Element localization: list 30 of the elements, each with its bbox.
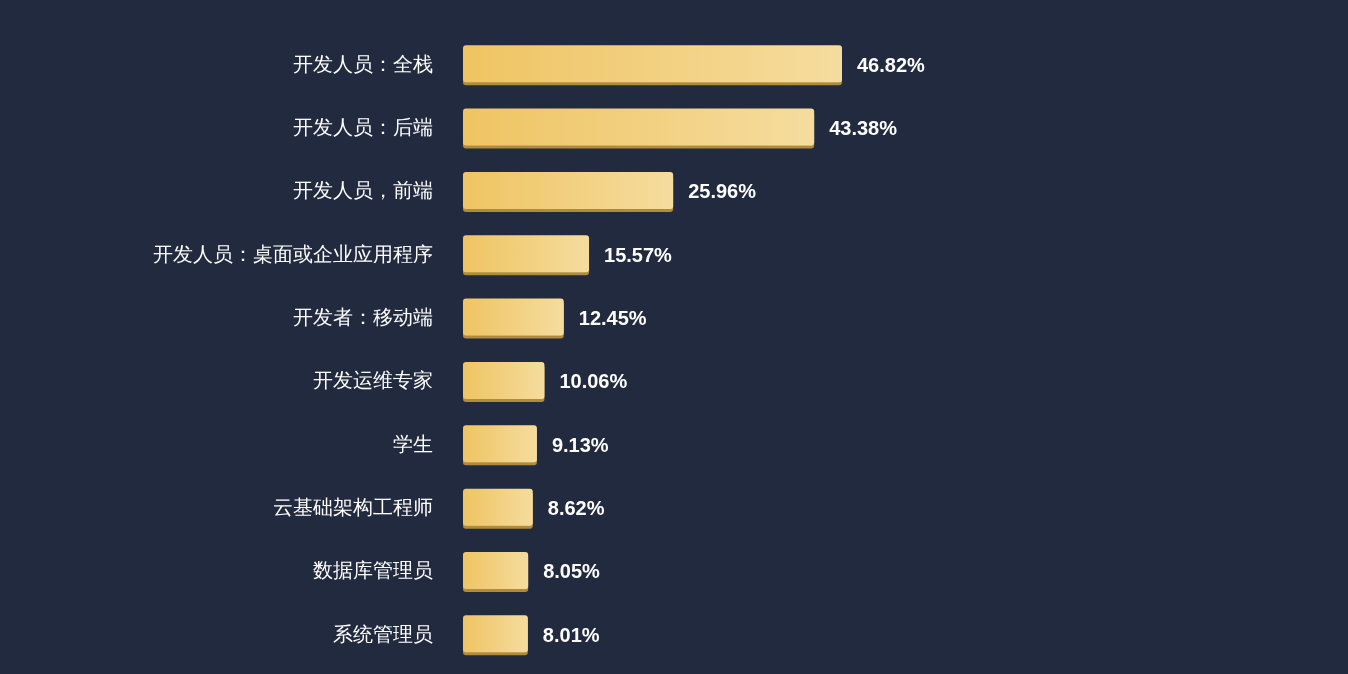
y-tick-label: 云基础架构工程师 xyxy=(273,496,433,519)
data-label: 10.06% xyxy=(559,370,628,393)
data-label: 12.45% xyxy=(578,307,647,330)
bar xyxy=(463,425,537,463)
bar xyxy=(463,298,564,336)
data-label: 25.96% xyxy=(688,180,757,203)
data-label: 8.62% xyxy=(547,497,605,520)
data-label: 8.01% xyxy=(542,623,600,646)
data-label: 9.13% xyxy=(551,433,609,456)
bar xyxy=(463,615,528,653)
data-label: 46.82% xyxy=(857,53,926,76)
y-tick-label: 开发人员：后端 xyxy=(293,116,433,139)
y-tick-label: 开发者：移动端 xyxy=(293,306,433,329)
bar xyxy=(463,171,674,209)
data-label: 15.57% xyxy=(604,243,673,266)
y-tick-label: 开发人员：桌面或企业应用程序 xyxy=(153,242,433,265)
y-tick-label: 学生 xyxy=(393,432,433,455)
bar xyxy=(463,235,590,273)
y-tick-label: 开发人员：全栈 xyxy=(293,52,433,75)
y-tick-label: 系统管理员 xyxy=(333,622,433,645)
bar xyxy=(463,108,815,146)
y-tick-label: 开发人员，前端 xyxy=(293,179,433,202)
bar xyxy=(463,45,842,83)
bar xyxy=(463,361,545,399)
y-tick-label: 数据库管理员 xyxy=(313,559,433,582)
data-label: 43.38% xyxy=(829,117,898,140)
y-tick-label: 开发运维专家 xyxy=(313,369,433,392)
bar xyxy=(463,488,533,526)
data-label: 8.05% xyxy=(543,560,601,583)
bar xyxy=(463,551,529,589)
